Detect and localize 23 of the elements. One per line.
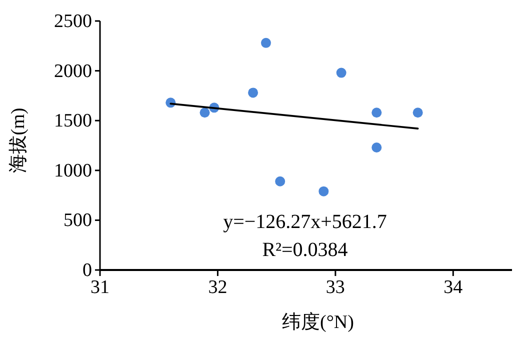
- y-tick-label: 2500: [54, 11, 92, 32]
- point: [275, 176, 286, 186]
- point: [372, 142, 382, 152]
- y-tick-label: 1000: [54, 160, 92, 182]
- y-tick-label: 500: [64, 210, 92, 232]
- annotation: R²=0.0384: [262, 239, 348, 261]
- x-tick-label: 32: [208, 277, 228, 298]
- point: [372, 108, 382, 118]
- x-axis-title: 纬度(°N): [282, 311, 354, 333]
- x-tick-label: 31: [90, 277, 110, 298]
- annotation: y=−126.27x+5621.7: [223, 211, 387, 233]
- point: [336, 68, 346, 78]
- point: [412, 108, 423, 118]
- point: [260, 38, 271, 48]
- y-tick-label: 0: [82, 260, 92, 281]
- point: [318, 186, 329, 196]
- point: [200, 108, 210, 118]
- x-tick-label: 33: [326, 277, 345, 298]
- y-tick-label: 1500: [54, 110, 92, 132]
- x-tick-label: 34: [444, 277, 464, 298]
- y-axis-title: 海拔(m): [8, 108, 29, 174]
- point: [248, 88, 258, 98]
- y-tick-label: 2000: [54, 60, 92, 82]
